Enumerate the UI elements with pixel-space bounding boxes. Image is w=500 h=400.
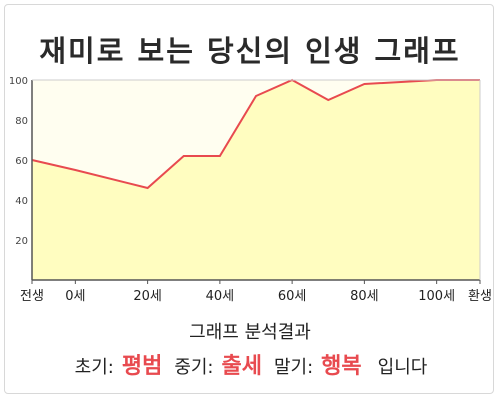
- x-tick-label: 100세: [418, 289, 455, 304]
- middle-value: 출세: [221, 354, 262, 379]
- y-tick-label: 40: [15, 196, 28, 207]
- life-line: [31, 78, 480, 190]
- y-tick-label: 80: [15, 116, 28, 127]
- summary-heading: 그래프 분석결과: [189, 322, 311, 343]
- late-value: 행복: [321, 354, 362, 379]
- chart-title: 재미로 보는 당신의 인생 그래프: [39, 34, 461, 68]
- x-tick-label: 환생: [468, 289, 492, 304]
- summary-suffix: 입니다: [377, 357, 428, 378]
- y-tick-label: 60: [15, 156, 28, 167]
- x-tick-label: 60세: [278, 289, 307, 304]
- x-tick-label: 20세: [133, 289, 162, 304]
- x-tick-label: 80세: [350, 289, 379, 304]
- area-fill: [32, 80, 480, 280]
- y-tick-label: 100: [9, 76, 28, 87]
- x-tick-label: 전생: [20, 289, 44, 304]
- summary-line: 초기: 평범 중기: 출세 말기: 행복 입니다: [0, 348, 500, 380]
- early-value: 평범: [121, 354, 163, 379]
- late-label: 말기:: [273, 357, 314, 378]
- x-tick-label: 40세: [206, 289, 235, 304]
- middle-label: 중기:: [174, 357, 214, 378]
- chart-frame: [4, 4, 494, 394]
- early-label: 초기:: [74, 357, 114, 378]
- y-tick-label: 20: [15, 236, 28, 247]
- x-tick-label: 0세: [65, 289, 85, 304]
